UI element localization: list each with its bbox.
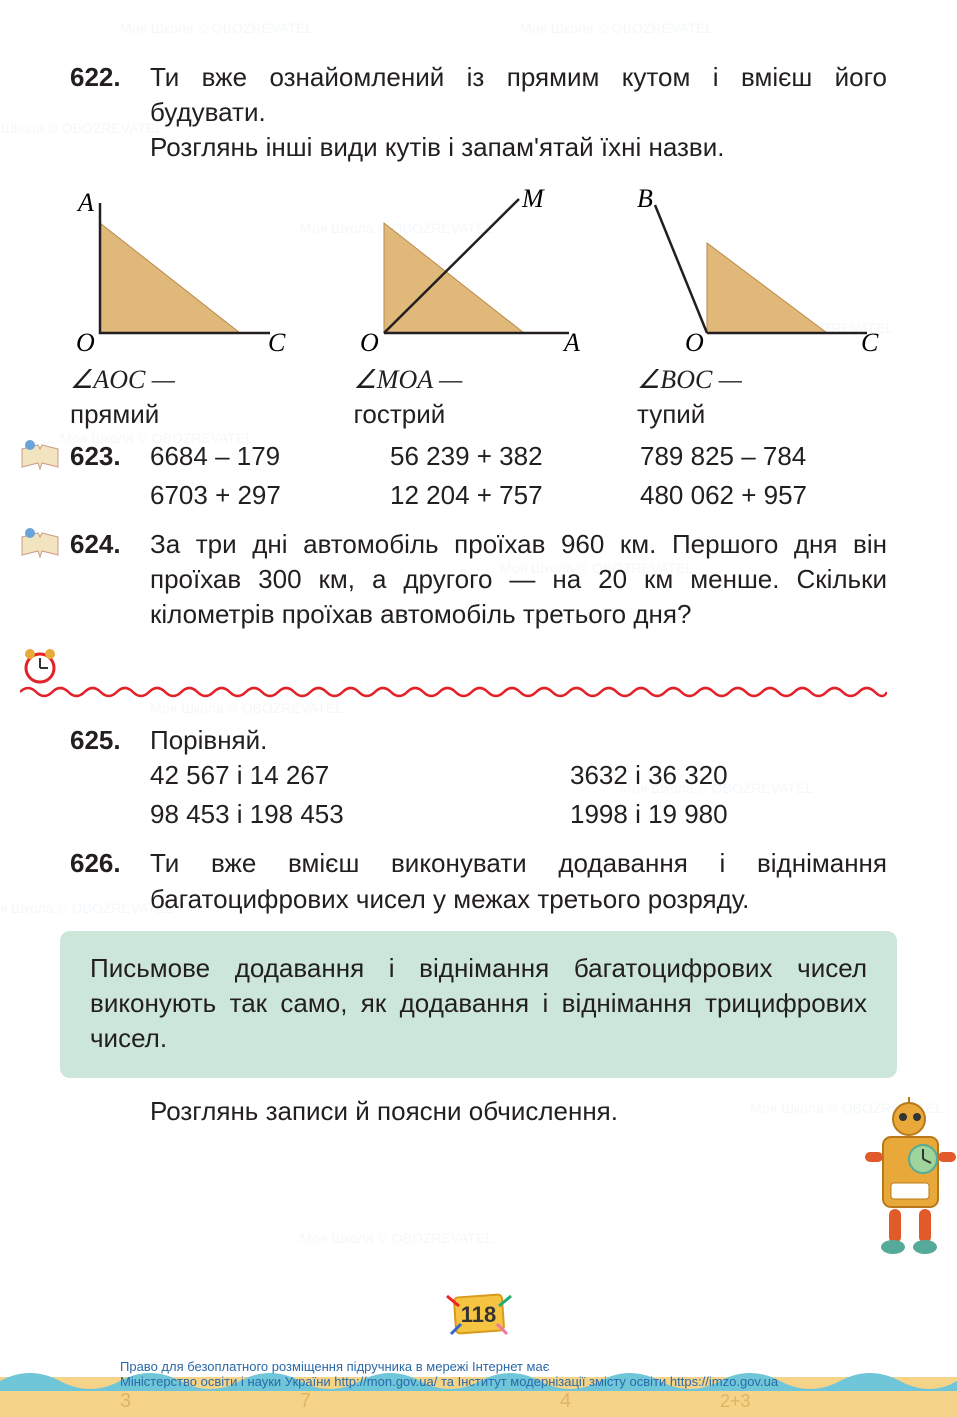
exercise-body: Порівняй. 42 567 і 14 267 3632 і 36 320 … [150,723,887,832]
angle-name: тупий [637,397,887,432]
svg-text:A: A [562,328,580,353]
svg-text:7: 7 [300,1390,311,1412]
exercise-body: Ти вже вмієш виконувати додавання і відн… [150,846,887,916]
svg-text:C: C [861,328,879,353]
angle-diagram: A O C [70,183,320,353]
clock-icon [20,646,60,686]
page-number: 118 [439,1302,519,1328]
angle-symbol: ∠BOC — [637,362,887,397]
angle-symbol: ∠MOA — [354,362,604,397]
compare-pair: 3632 і 36 320 [570,758,830,793]
svg-text:4: 4 [560,1390,571,1412]
exercise-number: 626. [70,846,150,916]
text-line: Розглянь записи й поясни обчислення. [150,1094,887,1129]
text-line: Розглянь інші види кутів і запам'ятай їх… [150,130,887,165]
svg-text:C: C [268,328,286,353]
expr: 789 825 – 784 [640,439,900,474]
page-number-badge: 118 [439,1286,519,1347]
angle-symbol: ∠AOC — [70,362,320,397]
angles-row: A O C ∠AOC — прямий M O A ∠MOA — гострий [70,183,887,432]
expr: 6703 + 297 [150,478,360,513]
callout-box: Письмове додавання і віднімання багато­ц… [60,931,897,1078]
svg-text:O: O [76,328,95,353]
exercise-626: 626. Ти вже вмієш виконувати додавання і… [70,846,887,916]
exercise-body: За три дні автомобіль проїхав 960 км. Пе… [150,527,887,632]
exercise-number: 624. [70,527,150,632]
svg-text:M: M [521,184,545,213]
wavy-divider [20,684,887,700]
copyright-line: Міністерство освіти і науки України http… [120,1374,917,1389]
expr: 56 239 + 382 [390,439,610,474]
book-icon [20,439,70,513]
angle-name: гострий [354,397,604,432]
angle-diagram: M O A [354,183,604,353]
exercise-number: 625. [70,723,150,832]
compare-pair: 1998 і 19 980 [570,797,830,832]
compare-grid: 42 567 і 14 267 3632 і 36 320 98 453 і 1… [150,758,887,832]
copyright: Право для безоплатного розміщення підруч… [120,1359,917,1389]
svg-text:B: B [637,184,653,213]
angle-right: A O C ∠AOC — прямий [70,183,320,432]
text-line: Ти вже ознайомлений із прямим кутом і вм… [150,60,887,130]
exercise-624: 624. За три дні автомобіль проїхав 960 к… [70,527,887,632]
svg-text:2+3: 2+3 [720,1391,751,1411]
robot-icon [853,1097,957,1267]
compare-pair: 98 453 і 198 453 [150,797,510,832]
exercise-title: Порівняй. [150,723,887,758]
expr: 480 062 + 957 [640,478,900,513]
expression-grid: 6684 – 179 56 239 + 382 789 825 – 784 67… [150,439,900,513]
copyright-line: Право для безоплатного розміщення підруч… [120,1359,917,1374]
svg-text:3: 3 [120,1390,131,1412]
book-icon [20,527,70,632]
exercise-body: 6684 – 179 56 239 + 382 789 825 – 784 67… [150,439,900,513]
exercise-623: 623. 6684 – 179 56 239 + 382 789 825 – 7… [70,439,887,513]
angle-obtuse: B O C ∠BOC — тупий [637,183,887,432]
angle-acute: M O A ∠MOA — гострий [354,183,604,432]
svg-text:O: O [685,328,704,353]
exercise-number: 623. [70,439,150,513]
exercise-625: 625. Порівняй. 42 567 і 14 267 3632 і 36… [70,723,887,832]
angle-name: прямий [70,397,320,432]
exercise-body: Ти вже ознайомлений із прямим кутом і вм… [150,60,887,165]
exercise-622: 622. Ти вже ознайомлений із прямим кутом… [70,60,887,165]
angle-diagram: B O C [637,183,887,353]
svg-text:O: O [360,328,379,353]
expr: 12 204 + 757 [390,478,610,513]
compare-pair: 42 567 і 14 267 [150,758,510,793]
page-content: 622. Ти вже ознайомлений із прямим кутом… [0,0,957,1129]
svg-text:A: A [76,188,94,217]
expr: 6684 – 179 [150,439,360,474]
exercise-number: 622. [70,60,150,165]
